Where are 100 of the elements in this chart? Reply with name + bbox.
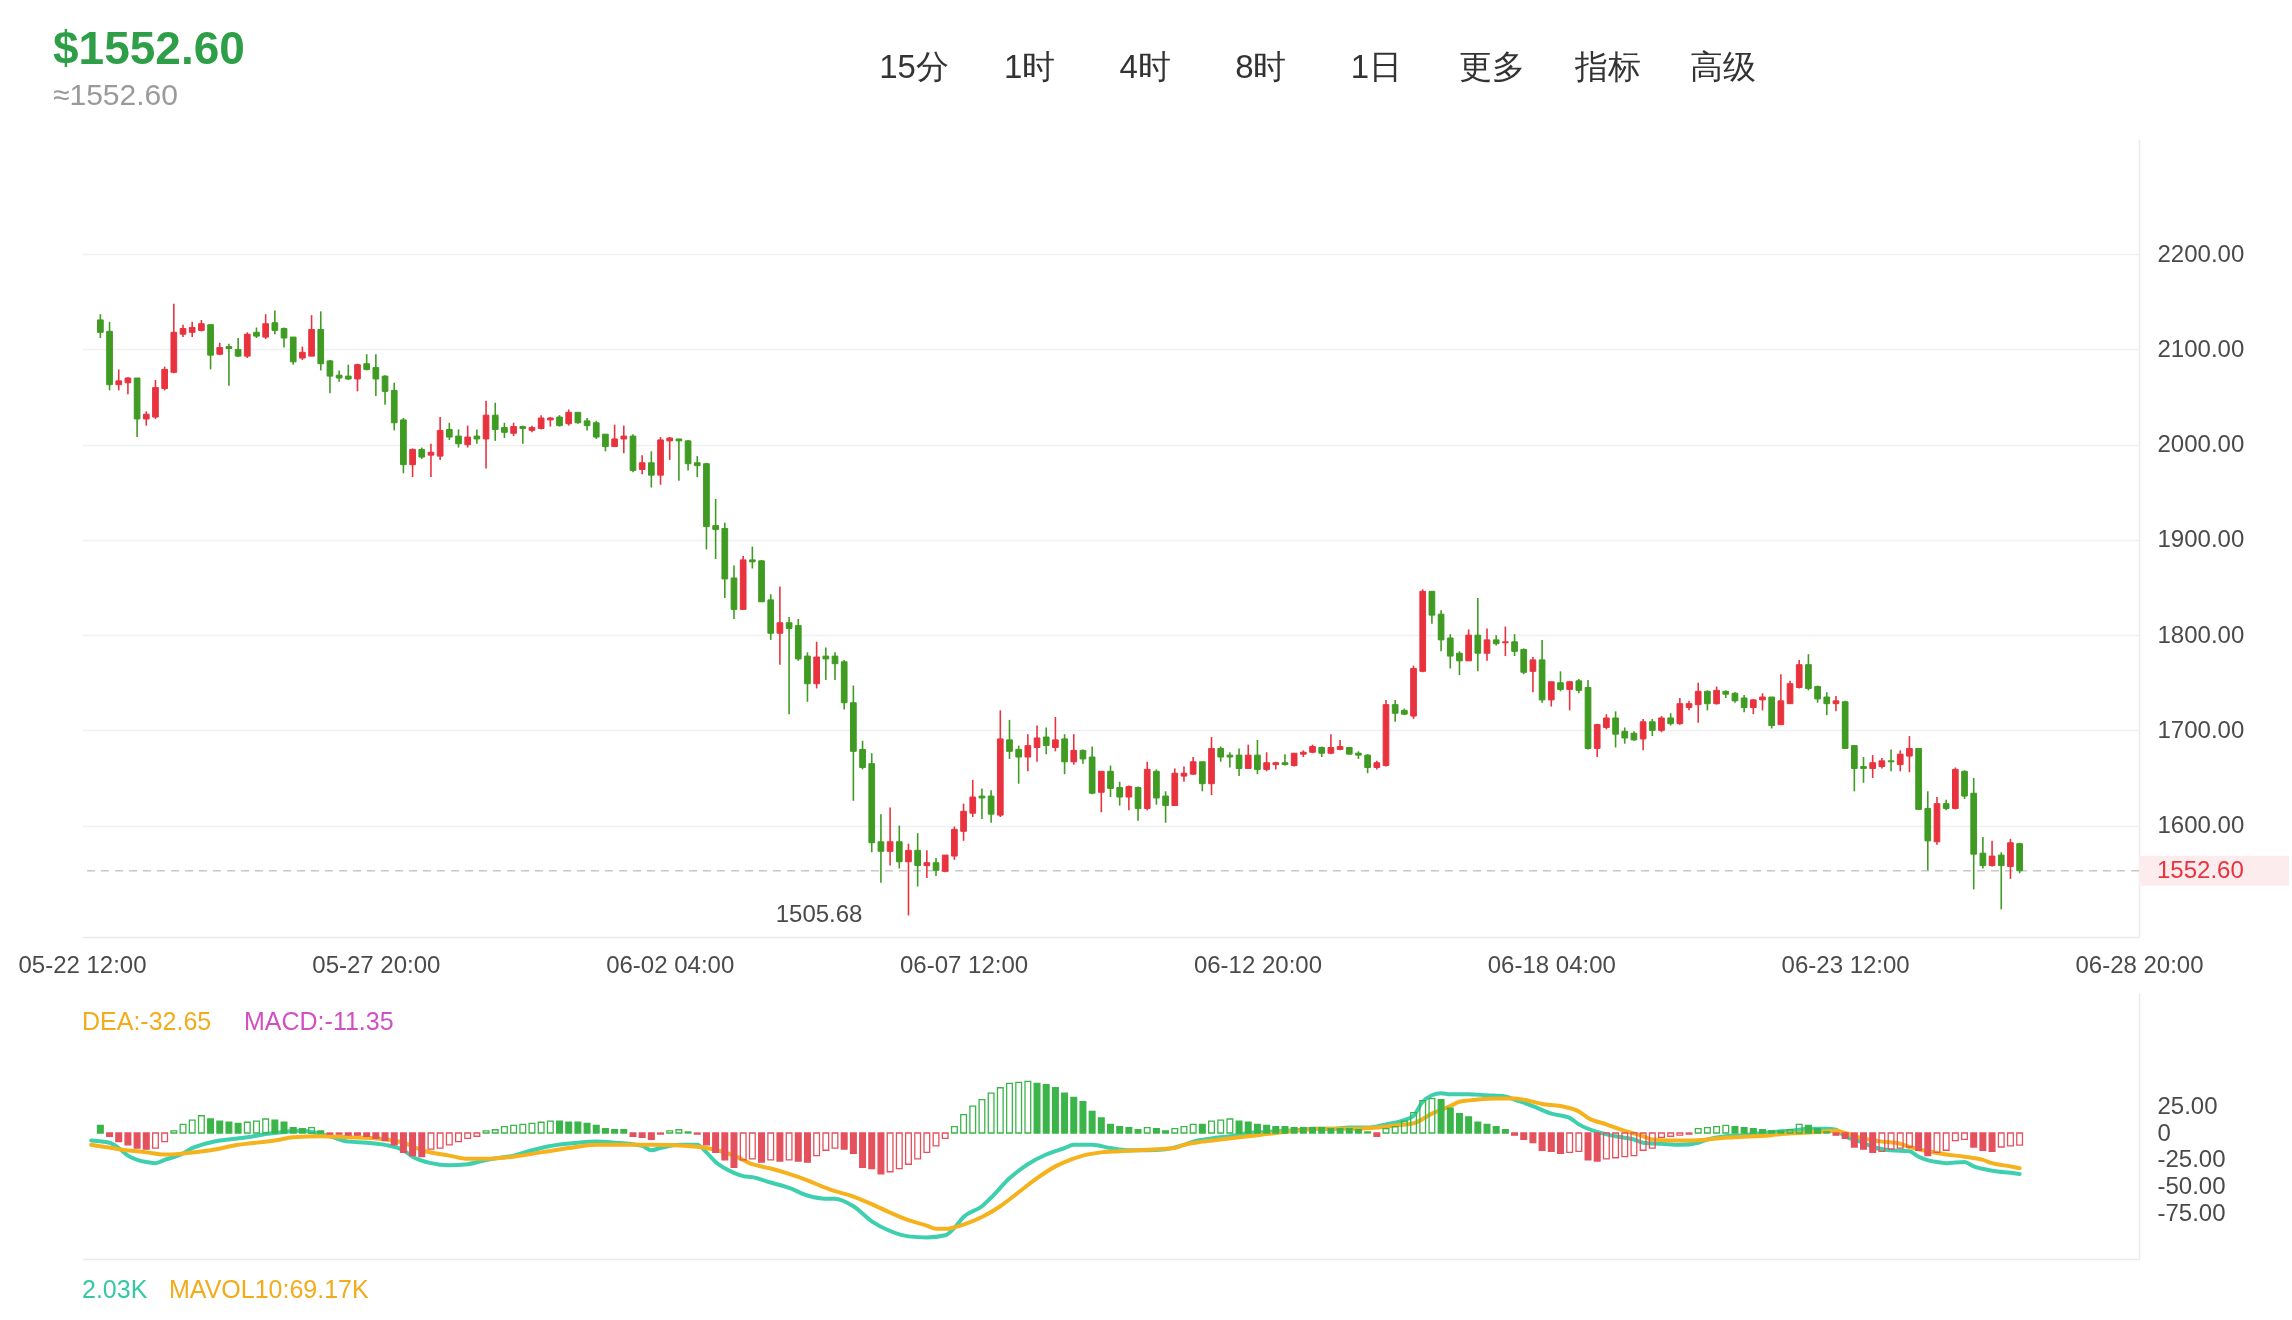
candlestick [914, 832, 921, 888]
bar [546, 1120, 554, 1134]
candlestick [225, 342, 233, 387]
bar [1979, 1132, 1987, 1151]
bar [1410, 1111, 1418, 1134]
y-tick-label: 2000.00 [2157, 430, 2245, 458]
bar [1446, 1107, 1454, 1134]
candlestick [1391, 699, 1399, 723]
y-tick-label: 2200.00 [2157, 239, 2245, 267]
bar [1676, 1132, 1684, 1136]
candlestick [1896, 749, 1904, 773]
bar [1419, 1100, 1427, 1134]
x-tick-label: 06-12 20:00 [1193, 950, 1322, 978]
bar [1125, 1126, 1133, 1134]
candlestick [831, 651, 839, 681]
candlestick [1906, 735, 1913, 774]
candlestick [1235, 747, 1243, 777]
bar [1593, 1132, 1601, 1162]
bar [1694, 1128, 1702, 1134]
candlestick [1061, 733, 1068, 775]
bar [363, 1132, 371, 1137]
candlestick [1869, 754, 1877, 779]
candlestick [693, 455, 701, 478]
bar [1905, 1132, 1913, 1148]
text: 1日 [1350, 48, 1403, 85]
bar [1667, 1132, 1675, 1137]
bar [197, 1115, 205, 1134]
bar [1189, 1123, 1197, 1134]
bar [1455, 1112, 1463, 1134]
bar [372, 1132, 380, 1140]
bar [1382, 1128, 1390, 1134]
candlestick [1226, 751, 1234, 769]
bar [1869, 1132, 1877, 1154]
annotation: 1505.68 [775, 900, 863, 928]
bar [1933, 1132, 1941, 1154]
candlestick [326, 359, 334, 395]
bar [519, 1123, 527, 1134]
candlestick [1593, 722, 1601, 758]
y-tick-label: -50.00 [2157, 1172, 2226, 1200]
bar [657, 1132, 665, 1135]
y-tick-label: -75.00 [2157, 1199, 2226, 1227]
text: 2.03K [82, 1275, 148, 1303]
candlestick [1795, 659, 1803, 690]
bar [1281, 1125, 1289, 1134]
bar [252, 1120, 260, 1134]
bar [464, 1132, 472, 1140]
bar [1804, 1124, 1812, 1134]
candlestick [1805, 653, 1812, 692]
candlestick [1052, 716, 1059, 753]
candlestick [1281, 753, 1289, 767]
bar [785, 1132, 793, 1161]
bar [344, 1132, 352, 1136]
bar [1143, 1126, 1151, 1134]
bar [803, 1132, 811, 1163]
bar [730, 1132, 738, 1169]
bar [1731, 1125, 1739, 1134]
candlestick [1446, 633, 1454, 670]
bar [1648, 1132, 1656, 1149]
bar [960, 1114, 968, 1134]
bar [1354, 1129, 1362, 1134]
bar [1088, 1110, 1096, 1134]
candlestick [427, 442, 435, 478]
bar [1400, 1120, 1408, 1134]
bar [298, 1128, 306, 1134]
bar [1630, 1132, 1638, 1157]
bar [1235, 1120, 1243, 1134]
text: 4时 [1119, 48, 1171, 85]
bar [1713, 1125, 1721, 1134]
bar [409, 1132, 417, 1157]
candlestick [354, 362, 361, 393]
bar [987, 1092, 995, 1134]
candlestick [611, 423, 618, 448]
bar [1327, 1128, 1335, 1134]
bar [2006, 1132, 2014, 1147]
candlestick [482, 400, 490, 470]
text: ≈1552.60 [53, 78, 178, 111]
bar [133, 1132, 141, 1149]
candlestick [1254, 739, 1261, 775]
candlestick [1694, 681, 1702, 724]
text: 1时 [1003, 48, 1056, 85]
candlestick [638, 454, 646, 475]
bar [1217, 1119, 1225, 1134]
candlestick [1456, 650, 1463, 676]
bar [1061, 1092, 1069, 1134]
bar [1860, 1132, 1868, 1150]
candlestick [1612, 710, 1619, 749]
bar [886, 1132, 894, 1173]
bar [510, 1124, 518, 1134]
candlestick [1198, 760, 1206, 793]
bar [308, 1126, 316, 1134]
bar [1290, 1126, 1298, 1134]
bar [115, 1132, 123, 1143]
bar [1997, 1132, 2005, 1148]
bar [822, 1132, 830, 1151]
candlestick [97, 313, 104, 339]
bar [849, 1132, 857, 1155]
candlestick [776, 585, 784, 666]
bar [601, 1128, 609, 1134]
bar [895, 1132, 903, 1170]
candlestick [464, 424, 472, 449]
